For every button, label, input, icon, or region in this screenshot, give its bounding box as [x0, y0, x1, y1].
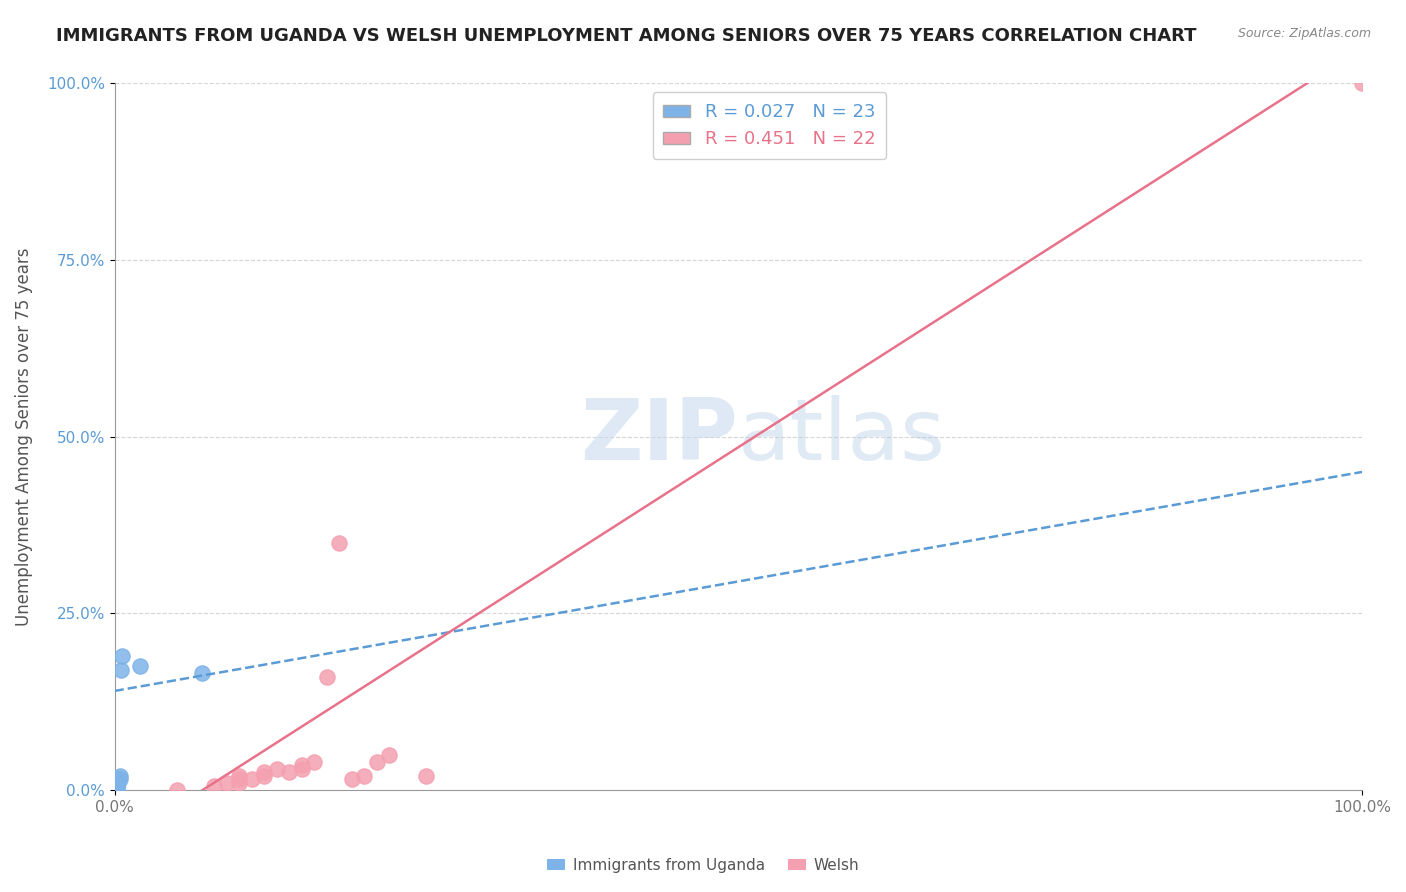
Point [104, 782, 127, 797]
Point [228, 772, 250, 787]
Point [202, 780, 225, 794]
Point [104, 782, 127, 797]
Point [415, 769, 437, 783]
Point [315, 670, 337, 684]
Point [107, 776, 129, 790]
Point [104, 782, 127, 797]
Point [104, 780, 127, 795]
Point [104, 780, 127, 794]
Text: IMMIGRANTS FROM UGANDA VS WELSH UNEMPLOYMENT AMONG SENIORS OVER 75 YEARS CORRELA: IMMIGRANTS FROM UGANDA VS WELSH UNEMPLOY… [56, 27, 1197, 45]
Text: ZIP: ZIP [581, 395, 738, 478]
Point [105, 776, 128, 790]
Point [104, 781, 127, 796]
Y-axis label: Unemployment Among Seniors over 75 years: Unemployment Among Seniors over 75 years [15, 247, 32, 626]
Point [291, 762, 314, 776]
Point [104, 782, 127, 797]
Point [278, 765, 301, 780]
Point [228, 776, 250, 790]
Point [240, 772, 263, 787]
Point [128, 659, 150, 673]
Legend: R = 0.027   N = 23, R = 0.451   N = 22: R = 0.027 N = 23, R = 0.451 N = 22 [652, 93, 886, 159]
Point [353, 769, 375, 783]
Point [328, 535, 350, 549]
Point [253, 765, 276, 780]
Point [105, 780, 128, 794]
Point [266, 762, 288, 776]
Point [191, 666, 214, 681]
Point [378, 747, 401, 762]
Point [302, 755, 325, 769]
Point [104, 782, 127, 797]
Point [104, 782, 127, 797]
Point [108, 772, 131, 787]
Point [107, 772, 129, 787]
Point [340, 772, 363, 787]
Point [291, 758, 314, 772]
Point [366, 755, 388, 769]
Text: Source: ZipAtlas.com: Source: ZipAtlas.com [1237, 27, 1371, 40]
Point [105, 782, 128, 797]
Point [228, 769, 250, 783]
Text: atlas: atlas [738, 395, 946, 478]
Point [166, 782, 188, 797]
Point [215, 776, 238, 790]
Point [104, 780, 127, 795]
Point [111, 648, 134, 663]
Point [105, 780, 128, 794]
Point [253, 769, 276, 783]
Point [105, 778, 128, 792]
Point [110, 663, 132, 677]
Point [1351, 77, 1374, 91]
Legend: Immigrants from Uganda, Welsh: Immigrants from Uganda, Welsh [540, 852, 866, 879]
Point [108, 769, 131, 783]
